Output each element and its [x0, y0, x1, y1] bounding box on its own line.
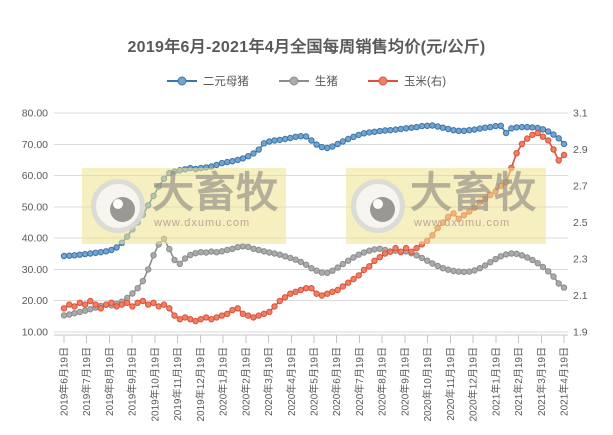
- svg-text:2019年9月19日: 2019年9月19日: [126, 347, 139, 416]
- legend-marker-icon: [177, 76, 187, 86]
- legend-label: 玉米(右): [403, 76, 447, 88]
- svg-text:2019年6月19日: 2019年6月19日: [58, 347, 71, 416]
- svg-text:2.5: 2.5: [573, 217, 588, 229]
- legend-marker-icon: [289, 76, 299, 86]
- legend-line-icon: [278, 76, 309, 86]
- svg-text:10.00: 10.00: [22, 327, 48, 339]
- legend-line-icon: [166, 76, 197, 86]
- svg-text:2019年10月19日: 2019年10月19日: [148, 347, 161, 422]
- legend-item-corn: 玉米(右): [367, 73, 447, 89]
- gridlines: [54, 112, 568, 333]
- svg-text:60.00: 60.00: [22, 170, 48, 182]
- chart-title: 2019年6月-2021年4月全国每周销售均价(元/公斤): [127, 39, 486, 56]
- svg-text:2020年5月19日: 2020年5月19日: [308, 347, 321, 416]
- svg-text:2.9: 2.9: [573, 144, 588, 156]
- svg-text:1.9: 1.9: [573, 327, 588, 339]
- svg-text:2020年2月19日: 2020年2月19日: [239, 347, 252, 416]
- svg-text:2020年6月19日: 2020年6月19日: [330, 347, 343, 416]
- legend-marker-icon: [378, 76, 388, 86]
- svg-text:2020年11月19日: 2020年11月19日: [444, 347, 457, 421]
- svg-text:80.00: 80.00: [22, 108, 48, 120]
- svg-text:2021年4月19日: 2021年4月19日: [558, 347, 571, 416]
- x-axis-labels: 2019年6月19日 2019年7月19日 2019年8月19日 2019年9月19日…: [58, 347, 571, 422]
- svg-text:2021年3月19日: 2021年3月19日: [535, 347, 548, 416]
- legend-label: 二元母猪: [202, 76, 249, 88]
- svg-text:2020年4月19日: 2020年4月19日: [285, 347, 298, 416]
- svg-text:50.00: 50.00: [22, 201, 48, 213]
- series-sow: [60, 122, 568, 260]
- series-corn: [60, 129, 568, 325]
- svg-text:2020年7月19日: 2020年7月19日: [353, 347, 366, 416]
- legend-item-hog: 生猪: [278, 73, 338, 89]
- svg-text:2019年7月19日: 2019年7月19日: [80, 347, 93, 416]
- svg-text:2.3: 2.3: [573, 254, 588, 266]
- svg-text:2019年11月19日: 2019年11月19日: [171, 347, 184, 421]
- y-axis-right-labels: 3.1 2.9 2.7 2.5 2.3 2.1 1.9: [573, 108, 588, 339]
- svg-text:20.00: 20.00: [22, 295, 48, 307]
- svg-text:2020年3月19日: 2020年3月19日: [262, 347, 275, 416]
- svg-text:2019年12月19日: 2019年12月19日: [194, 347, 207, 422]
- svg-text:70.00: 70.00: [22, 139, 48, 151]
- svg-text:2020年8月19日: 2020年8月19日: [376, 347, 389, 416]
- svg-text:2.1: 2.1: [573, 290, 588, 302]
- legend-line-icon: [367, 76, 398, 86]
- svg-text:2020年1月19日: 2020年1月19日: [217, 347, 230, 416]
- svg-text:2020年9月19日: 2020年9月19日: [398, 347, 411, 416]
- legend-label: 生猪: [314, 76, 338, 88]
- chart-legend: 二元母猪 生猪 玉米(右): [0, 73, 613, 89]
- y-axis-left-labels: 80.00 70.00 60.00 50.00 40.00 30.00 20.00 10.00: [22, 108, 48, 339]
- svg-text:2021年1月19日: 2021年1月19日: [489, 347, 502, 416]
- svg-text:3.1: 3.1: [573, 108, 588, 120]
- x-axis: [54, 334, 568, 343]
- svg-text:2.7: 2.7: [573, 181, 588, 193]
- legend-item-sow: 二元母猪: [166, 73, 249, 89]
- svg-text:2020年12月19日: 2020年12月19日: [467, 347, 480, 422]
- svg-text:2019年8月19日: 2019年8月19日: [103, 347, 116, 416]
- svg-text:30.00: 30.00: [22, 264, 48, 276]
- svg-text:2020年10月19日: 2020年10月19日: [421, 347, 434, 422]
- svg-text:2021年2月19日: 2021年2月19日: [512, 347, 525, 416]
- svg-text:40.00: 40.00: [22, 233, 48, 245]
